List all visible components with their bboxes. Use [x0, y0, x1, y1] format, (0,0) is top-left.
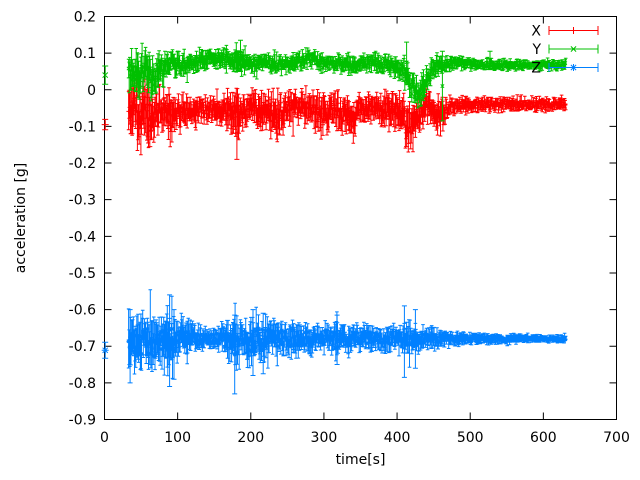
legend-label-Y: Y: [531, 42, 541, 58]
x-tick-label: 200: [237, 430, 264, 446]
y-tick-label: 0.2: [74, 10, 96, 26]
y-tick-label: -0.6: [69, 303, 96, 319]
legend: XYZ: [531, 24, 599, 77]
legend-entry-Z: Z: [531, 61, 599, 77]
x-tick-label: 300: [311, 430, 338, 446]
y-tick-label: -0.8: [69, 376, 96, 392]
y-tick-label: 0.1: [74, 46, 96, 62]
series-X-errorbars: [102, 66, 568, 160]
legend-label-X: X: [531, 24, 541, 40]
y-axis-label: acceleration [g]: [13, 163, 29, 274]
x-tick-label: 700: [603, 430, 630, 446]
legend-label-Z: Z: [531, 61, 541, 77]
series-Y-markers: [102, 51, 568, 101]
y-tick-label: -0.3: [69, 193, 96, 209]
x-tick-label: 0: [100, 430, 109, 446]
y-tick-label: -0.4: [69, 229, 96, 245]
plot-area: 0 100 200 300 400 500 600 700 0.2 0.1 0 -0.1 -0.2 -0.…: [69, 10, 630, 447]
y-tick-label: -0.5: [69, 266, 96, 282]
legend-entry-X: X: [531, 24, 599, 40]
series-Z-markers: [101, 326, 568, 358]
x-tick-label: 600: [530, 430, 557, 446]
y-tick-label: -0.1: [69, 119, 96, 135]
series-X-markers: [101, 93, 568, 136]
legend-sample-Z: [548, 63, 599, 72]
plot-border: [104, 16, 617, 420]
x-axis-label: time[s]: [336, 452, 386, 468]
legend-entry-Y: Y: [531, 42, 599, 58]
y-tick-label: -0.9: [69, 413, 96, 429]
legend-sample-Y: [548, 44, 599, 54]
x-tick-label: 500: [457, 430, 484, 446]
y-tick-label: -0.7: [69, 339, 96, 355]
y-tick-label: 0: [87, 83, 96, 99]
x-tick-label: 100: [164, 430, 191, 446]
x-tick-label: 400: [384, 430, 411, 446]
y-tick-label: -0.2: [69, 156, 96, 172]
legend-sample-X: [548, 26, 599, 35]
